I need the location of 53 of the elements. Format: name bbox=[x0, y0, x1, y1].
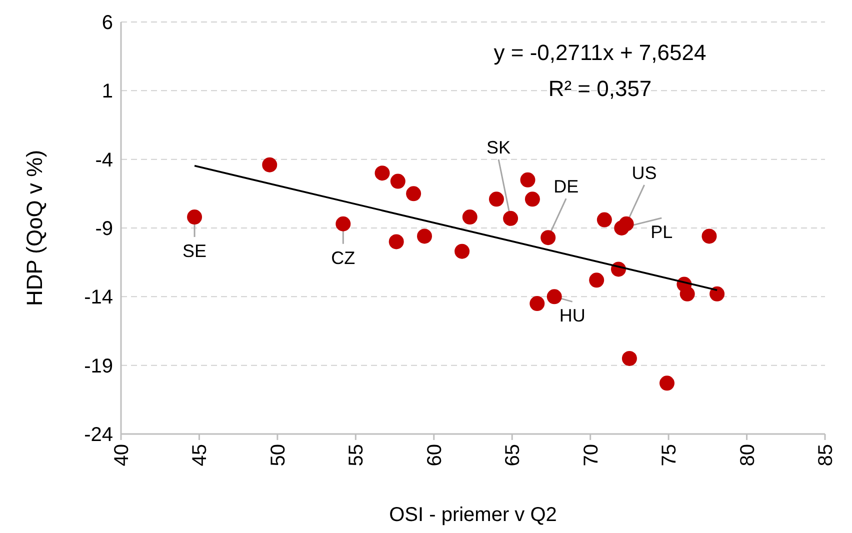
annotation: PL bbox=[650, 222, 673, 242]
point bbox=[702, 228, 717, 244]
x-tick-label: 45 bbox=[189, 444, 212, 466]
point bbox=[524, 192, 540, 207]
x-tick-label: 40 bbox=[111, 444, 133, 466]
annotation: SE bbox=[182, 241, 207, 262]
x-tick-label: 50 bbox=[267, 444, 290, 466]
point bbox=[710, 286, 725, 302]
point bbox=[462, 210, 478, 225]
point bbox=[187, 210, 202, 225]
point bbox=[374, 166, 390, 181]
x-axis-title: OSI - priemer v Q2 bbox=[389, 504, 557, 526]
x-tick-label: 75 bbox=[658, 444, 681, 466]
x-tick-label: 70 bbox=[580, 444, 602, 466]
point bbox=[596, 212, 612, 228]
point bbox=[546, 289, 562, 304]
y-tick-label: 1 bbox=[102, 80, 113, 103]
annotation: HU bbox=[559, 306, 586, 326]
y-tick-label: -14 bbox=[84, 286, 113, 309]
point bbox=[390, 174, 406, 189]
point bbox=[614, 220, 630, 236]
point bbox=[454, 244, 470, 259]
annotation: R² = 0,357 bbox=[548, 76, 652, 101]
x-tick-label: 85 bbox=[815, 444, 837, 466]
y-axis-title: HDP (QoQ v %) bbox=[22, 150, 47, 306]
x-tick-label: 80 bbox=[736, 444, 759, 466]
annotation: US bbox=[632, 162, 657, 183]
point bbox=[388, 234, 404, 250]
point bbox=[530, 296, 545, 312]
point bbox=[503, 210, 518, 226]
point bbox=[659, 376, 674, 391]
point bbox=[417, 228, 432, 244]
x-tick-label: 65 bbox=[502, 444, 524, 466]
point bbox=[589, 272, 604, 288]
point bbox=[540, 230, 556, 246]
y-tick-label: -9 bbox=[95, 218, 113, 240]
annotation: y = -0,2711x + 7,6524 bbox=[494, 40, 706, 65]
annotation: SK bbox=[486, 137, 511, 158]
x-tick-label: 60 bbox=[424, 444, 446, 466]
point bbox=[336, 216, 351, 232]
point bbox=[406, 186, 422, 202]
y-tick-label: -4 bbox=[95, 149, 113, 172]
point bbox=[622, 350, 637, 366]
point bbox=[262, 157, 278, 172]
point bbox=[520, 172, 536, 188]
point bbox=[680, 286, 695, 302]
point bbox=[488, 192, 504, 207]
y-tick-label: -24 bbox=[84, 424, 113, 446]
y-tick-label: 6 bbox=[102, 12, 113, 34]
x-tick-label: 55 bbox=[346, 444, 368, 466]
annotation: CZ bbox=[331, 248, 356, 268]
y-tick-label: -19 bbox=[84, 355, 113, 378]
annotation: DE bbox=[554, 176, 579, 197]
